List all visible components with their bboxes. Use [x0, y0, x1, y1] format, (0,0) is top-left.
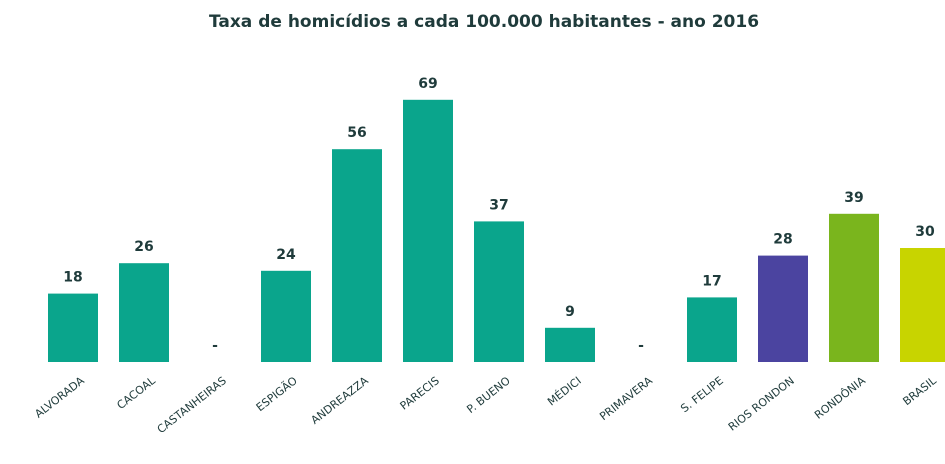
bar — [48, 293, 98, 362]
x-tick-label: PARECIS — [398, 374, 442, 413]
value-label: - — [638, 338, 644, 354]
value-label: 18 — [63, 270, 82, 286]
bar — [829, 213, 879, 362]
x-tick-label: ESPIGÃO — [254, 374, 300, 414]
bar — [332, 149, 382, 362]
value-label: 28 — [773, 232, 792, 248]
value-label: 30 — [915, 224, 935, 240]
x-tick-label: P. BUENO — [464, 374, 513, 416]
x-tick-label: S. FELIPE — [678, 374, 726, 415]
value-label: 39 — [844, 190, 863, 206]
bar — [545, 327, 595, 362]
x-tick-label: MÉDICI — [545, 374, 584, 408]
chart-title: Taxa de homicídios a cada 100.000 habita… — [209, 12, 759, 32]
value-label: - — [212, 338, 218, 354]
x-tick-label: ANDREAZZA — [309, 374, 372, 427]
value-label: 69 — [418, 76, 437, 92]
value-label: 56 — [347, 125, 366, 141]
x-tick-label: RONDÔNIA — [812, 374, 868, 422]
value-label: 37 — [489, 197, 508, 213]
x-tick-label: BRASIL — [900, 374, 939, 409]
x-tick-label: PRIMAVERA — [597, 374, 655, 423]
value-label: 24 — [276, 247, 296, 263]
value-label: 17 — [702, 273, 721, 289]
bar — [119, 263, 169, 362]
x-tick-label: ALVORADA — [32, 374, 87, 421]
bar — [758, 255, 808, 362]
bar — [474, 221, 524, 362]
bar — [403, 99, 453, 363]
bar — [261, 270, 311, 362]
x-tick-label: CASTANHEIRAS — [155, 374, 229, 436]
x-tick-label: CACOAL — [115, 374, 159, 412]
value-label: 9 — [565, 304, 575, 320]
bar — [687, 297, 737, 362]
value-label: 26 — [134, 239, 153, 255]
x-tick-label: RIOS RONDON — [726, 374, 797, 433]
bar — [900, 248, 945, 362]
